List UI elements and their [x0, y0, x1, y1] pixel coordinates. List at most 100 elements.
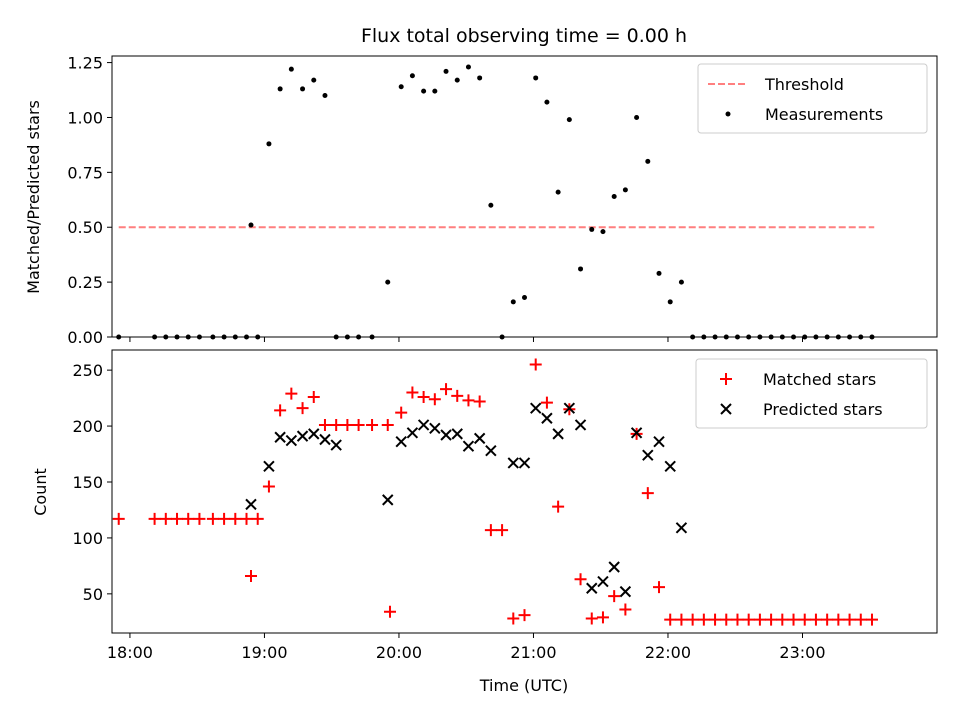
bottom-panel-frame: [111, 349, 938, 634]
matched-star-point: [821, 613, 834, 626]
predicted-star-point: [518, 457, 531, 469]
matched-star-point: [417, 390, 430, 403]
predicted-star-point: [451, 428, 463, 440]
matched-star-point: [552, 500, 565, 513]
bottom-x-tick-label: 23:00: [779, 643, 825, 662]
legend-measurements-label: Measurements: [765, 105, 883, 124]
predicted-star-point: [597, 575, 609, 588]
measurement-point: [277, 86, 283, 92]
bottom-x-ticks: 18:00 19:00 20:00 21:00 22:00 23:00: [107, 633, 826, 662]
measurement-point: [174, 334, 180, 340]
bottom-y-tick-label: 150: [72, 473, 103, 492]
measurement-point: [634, 114, 640, 120]
predicted-star-point: [574, 419, 587, 431]
matched-star-point: [608, 590, 621, 603]
matched-star-point: [366, 418, 379, 431]
matched-star-point: [383, 605, 396, 618]
bottom-y-tick-label: 250: [72, 361, 103, 380]
measurement-point: [300, 86, 306, 92]
predicted-star-point: [263, 460, 275, 473]
predicted-star-point: [563, 402, 576, 414]
predicted-star-point: [245, 498, 257, 511]
matched-star-point: [709, 613, 722, 626]
predicted-star-point: [429, 422, 441, 435]
matched-star-point: [352, 418, 365, 431]
top-y-ticks: 0.00 0.25 0.50 0.75 1.00 1.25: [67, 54, 112, 347]
measurement-point: [858, 334, 864, 340]
legend-matched-swatch: [720, 373, 732, 385]
measurement-point: [746, 334, 752, 340]
measurement-point: [768, 334, 774, 340]
measurement-point: [432, 88, 438, 94]
measurement-point: [344, 334, 350, 340]
matched-star-point: [318, 418, 331, 431]
predicted-star-point: [296, 430, 309, 442]
predicted-star-point: [552, 428, 564, 440]
measurement-point: [701, 334, 707, 340]
predicted-star-point: [462, 440, 475, 452]
predicted-star-point: [274, 431, 286, 443]
measurement-point: [288, 66, 294, 72]
measurement-point: [678, 279, 684, 285]
matched-star-point: [484, 524, 497, 537]
matched-star-point: [296, 402, 309, 415]
measurement-point: [690, 334, 696, 340]
predicted-star-point: [473, 432, 486, 445]
predicted-star-point: [417, 419, 430, 431]
predicted-star-point: [530, 402, 542, 414]
matched-star-point: [473, 395, 486, 408]
matched-star-point: [540, 396, 553, 409]
bottom-legend: Matched stars Predicted stars: [695, 358, 928, 429]
measurement-point: [356, 334, 362, 340]
measurement-point: [454, 77, 460, 83]
predicted-star-point: [485, 444, 497, 457]
measurement-point: [499, 334, 505, 340]
measurement-point: [555, 189, 561, 195]
matched-star-point: [653, 581, 666, 594]
matched-star-point: [765, 613, 778, 626]
matched-star-point: [206, 512, 219, 525]
measurement-point: [116, 334, 122, 340]
measurements-series: [116, 64, 875, 340]
measurement-point: [196, 334, 202, 340]
measurement-point: [385, 279, 391, 285]
x-axis-label: Time (UTC): [479, 676, 568, 695]
bottom-panel: Count Time (UTC) 50 100 150 200 250 18:00 19:…: [31, 349, 938, 695]
matched-star-point: [262, 480, 275, 493]
measurement-point: [248, 222, 254, 228]
matched-star-point: [518, 609, 531, 622]
matched-star-point: [843, 613, 856, 626]
measurement-point: [835, 334, 841, 340]
matched-star-point: [675, 613, 688, 626]
legend-predicted-swatch: [720, 403, 732, 415]
predicted-star-point: [330, 439, 342, 451]
measurement-point: [210, 334, 216, 340]
matched-star-point: [451, 389, 464, 402]
matched-star-point: [244, 569, 257, 582]
measurement-point: [791, 334, 797, 340]
chart-title: Flux total observing time = 0.00 h: [361, 25, 687, 47]
bottom-y-tick-label: 100: [72, 529, 103, 548]
matched-star-point: [574, 573, 587, 586]
matched-star-point: [159, 512, 172, 525]
matched-star-point: [462, 394, 475, 407]
measurement-point: [578, 266, 584, 272]
measurement-point: [221, 334, 227, 340]
matched-star-point: [285, 387, 298, 400]
predicted-star-point: [619, 585, 632, 598]
measurement-point: [185, 334, 191, 340]
top-y-tick-label: 1.00: [67, 108, 103, 127]
matched-star-point: [854, 613, 867, 626]
bottom-x-tick-label: 22:00: [645, 643, 691, 662]
predicted-star-point: [664, 460, 676, 473]
measurement-point: [533, 75, 539, 81]
matched-star-point: [585, 612, 598, 625]
predicted-star-point: [653, 436, 665, 448]
measurement-point: [600, 229, 606, 235]
measurement-point: [847, 334, 853, 340]
matched-star-point: [641, 487, 654, 500]
matched-star-point: [193, 512, 206, 525]
predicted-star-point: [440, 429, 452, 441]
bottom-y-tick-label: 200: [72, 417, 103, 436]
measurement-point: [589, 226, 595, 232]
